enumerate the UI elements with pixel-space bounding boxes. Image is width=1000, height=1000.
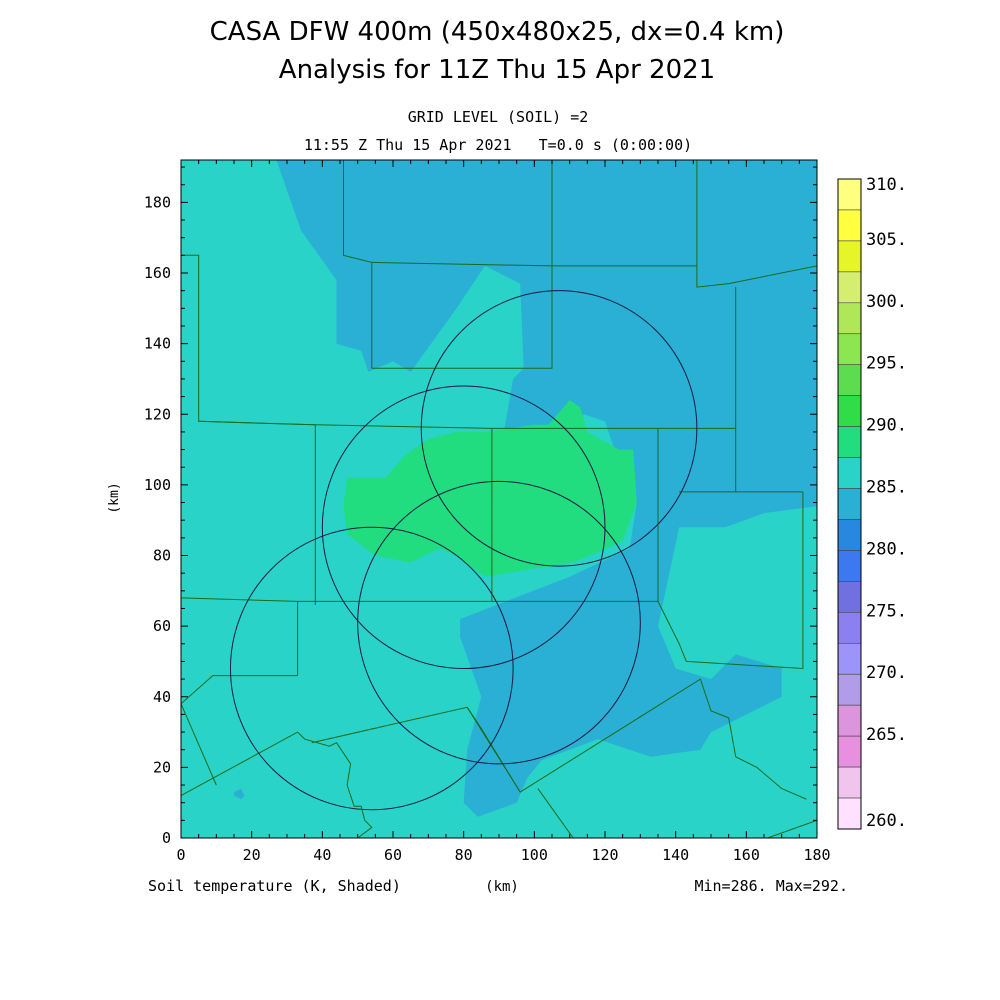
colorbar-swatch	[837, 302, 862, 335]
variable-label: Soil temperature (K, Shaded)	[148, 877, 401, 895]
colorbar-swatch	[837, 797, 862, 830]
colorbar-label: 310.	[866, 175, 907, 195]
x-tick-label: 100	[521, 846, 548, 864]
x-tick-label: 180	[803, 846, 830, 864]
x-tick-label: 40	[313, 846, 331, 864]
y-tick-label: 180	[144, 193, 171, 211]
colorbar-swatch	[837, 642, 862, 675]
colorbar-swatch	[837, 704, 862, 737]
colorbar-swatch	[837, 395, 862, 427]
colorbar-label: 300.	[866, 292, 907, 312]
colorbar-swatch	[837, 333, 862, 366]
region-warm-core	[343, 400, 637, 577]
region-cool-spot	[234, 788, 245, 800]
colorbar-swatch	[837, 581, 862, 613]
title-line-2: Analysis for 11Z Thu 15 Apr 2021	[279, 55, 715, 85]
county-line	[686, 491, 804, 670]
county-line	[181, 597, 658, 602]
colorbar-label: 280.	[866, 539, 907, 559]
radar-range-ring	[357, 480, 641, 765]
county-line	[657, 428, 687, 662]
colorbar-swatch	[837, 457, 862, 489]
county-boundaries	[181, 160, 817, 838]
county-line	[181, 675, 298, 705]
colorbar-label: 295.	[866, 354, 907, 374]
colorbar-label: 270.	[866, 663, 907, 683]
radar-range-ring	[229, 526, 514, 811]
colorbar-swatch	[837, 519, 862, 551]
region-teal-east	[746, 527, 817, 556]
colorbar-frame	[837, 178, 862, 830]
x-tick-label: 120	[591, 846, 618, 864]
colorbar-label: 290.	[866, 416, 907, 436]
y-tick-label: 100	[144, 476, 171, 494]
county-line	[181, 731, 373, 838]
y-tick-label: 20	[153, 758, 171, 776]
subtitle-line-2: 11:55 Z Thu 15 Apr 2021 T=0.0 s (0:00:00…	[304, 136, 692, 154]
colorbar-swatch	[837, 612, 862, 644]
subtitle-line-1: GRID LEVEL (SOIL) =2	[408, 108, 589, 126]
y-tick-label: 160	[144, 264, 171, 282]
colorbar-swatch	[837, 209, 862, 242]
x-tick-label: 20	[243, 846, 261, 864]
colorbar-swatch	[837, 488, 862, 520]
x-tick-label: 80	[455, 846, 473, 864]
colorbar-label: 275.	[866, 601, 907, 621]
x-tick-label: 140	[662, 846, 689, 864]
radar-range-ring	[420, 290, 698, 567]
colorbar-swatch	[837, 766, 862, 799]
x-tick-label: 60	[384, 846, 402, 864]
colorbar: 310. 305. 300. 295. 290. 285. 280. 275. 270. 265.…	[837, 175, 907, 831]
colorbar-swatch	[837, 271, 862, 304]
x-axis-label: (km)	[485, 879, 519, 895]
y-tick-label: 80	[153, 547, 171, 565]
min-max-readout: Min=286. Max=292.	[694, 877, 848, 895]
radar-range-rings	[229, 290, 698, 811]
y-tick-label: 140	[144, 335, 171, 353]
shaded-field	[181, 160, 817, 838]
x-tick-label: 0	[176, 846, 185, 864]
x-tick-label: 160	[733, 846, 760, 864]
colorbar-label: 265.	[866, 725, 907, 745]
colorbar-swatch	[837, 550, 862, 582]
y-tick-label: 60	[153, 617, 171, 635]
colorbar-label: 285.	[866, 478, 907, 498]
y-tick-label: 40	[153, 688, 171, 706]
plot-axes: 0 20 40 60 80 100 120 140 160 180 0 20 40 60 80 100 120 1…	[144, 159, 831, 864]
county-line	[767, 819, 817, 838]
colorbar-swatch	[837, 426, 862, 458]
y-axis-label: (km)	[107, 482, 122, 513]
colorbar-swatch	[837, 673, 862, 706]
county-line	[466, 707, 521, 793]
colorbar-swatch	[837, 178, 862, 211]
county-line	[537, 788, 574, 838]
radar-range-ring	[321, 385, 606, 669]
colorbar-label: 260.	[866, 811, 907, 831]
county-line	[371, 261, 817, 288]
county-line	[181, 703, 217, 786]
colorbar-swatch	[837, 240, 862, 273]
county-line	[371, 265, 553, 369]
title-line-1: CASA DFW 400m (450x480x25, dx=0.4 km)	[210, 17, 785, 47]
county-line	[343, 160, 373, 369]
y-tick-label: 120	[144, 405, 171, 423]
colorbar-label: 305.	[866, 230, 907, 250]
y-tick-label: 0	[162, 829, 171, 847]
colorbar-swatch	[837, 735, 862, 768]
colorbar-swatch	[837, 364, 862, 396]
